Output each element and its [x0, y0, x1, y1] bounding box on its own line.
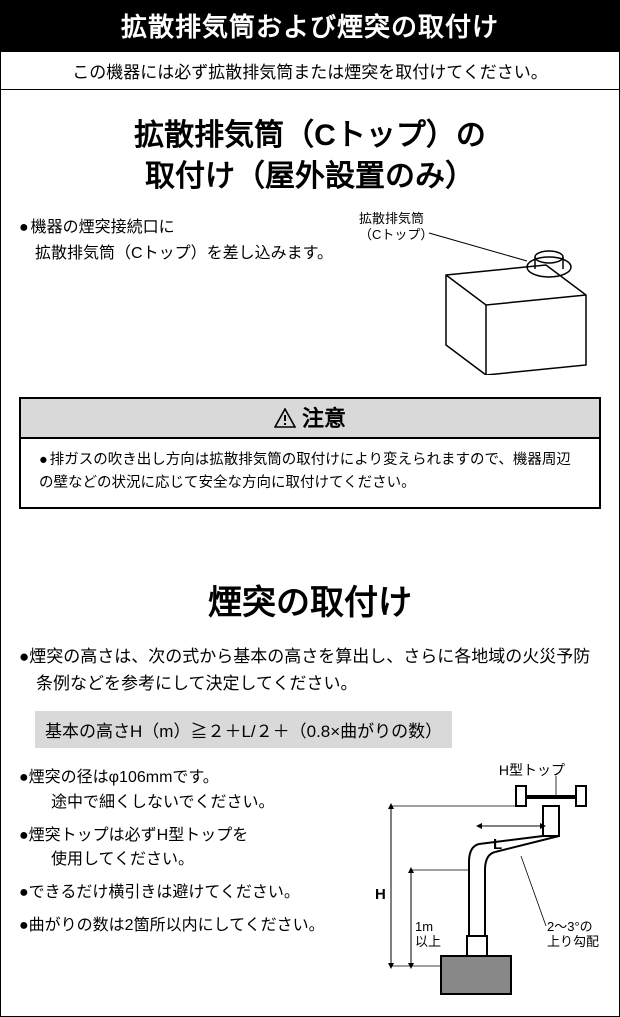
- m1-l2: 以上: [415, 934, 441, 949]
- chimney-n2-l1: 煙突トップは必ずH型トップを: [29, 827, 249, 844]
- chimney-n1-l1: 煙突の径はφ106mmです。: [29, 769, 219, 786]
- ctop-diagram: 拡散排気筒 （Cトップ）: [351, 215, 601, 375]
- caution-heading: 注意: [302, 406, 346, 431]
- L-label: L: [493, 836, 502, 853]
- chimney-n4-text: 曲がりの数は2箇所以内にしてください。: [29, 917, 325, 934]
- m1-l1: 1m: [415, 919, 433, 934]
- ctop-instr-l1: 機器の煙突接続口に: [31, 219, 175, 236]
- chimney-p1: ●煙突の高さは、次の式から基本の高さを算出し、さらに各地域の火災予防条例などを参…: [19, 644, 601, 697]
- chimney-n1-l2: 途中で細くしないでください。: [51, 794, 275, 811]
- formula-box: 基本の高さH（m）≧２＋L/２＋（0.8×曲がりの数）: [35, 711, 452, 748]
- caution-box: 注意 排ガスの吹き出し方向は拡散排気筒の取付けにより変えられますので、機器周辺の…: [19, 397, 601, 509]
- chimney-n2-l2: 使用してください。: [51, 851, 194, 868]
- H-label: H: [375, 886, 386, 903]
- bullet-icon: [39, 452, 50, 468]
- ctop-instruction: 機器の煙突接続口に 拡散排気筒（Cトップ）を差し込みます。: [19, 215, 339, 266]
- ctop-diag-label-l2: （Cトップ）: [359, 227, 433, 243]
- chimney-p1-text: 煙突の高さは、次の式から基本の高さを算出し、さらに各地域の火災予防条例などを参考…: [29, 647, 590, 692]
- bullet-icon: [19, 219, 31, 236]
- ctop-diag-label-l1: 拡散排気筒: [359, 211, 424, 226]
- warning-icon: [274, 408, 296, 428]
- page-title: 拡散排気筒および煙突の取付け: [1, 1, 619, 52]
- chimney-n4: ●曲がりの数は2箇所以内にしてください。: [19, 914, 363, 939]
- chimney-n3: ●できるだけ横引きは避けてください。: [19, 881, 363, 906]
- section-chimney-title: 煙突の取付け: [19, 575, 601, 624]
- section-ctop-title: 拡散排気筒（Cトップ）の 取付け（屋外設置のみ）: [19, 116, 601, 197]
- angle-l2: 上り勾配: [547, 934, 599, 949]
- h-top-label: H型トップ: [499, 760, 565, 780]
- angle-l1: 2〜3°の: [547, 919, 593, 934]
- caution-body-text: 排ガスの吹き出し方向は拡散排気筒の取付けにより変えられますので、機器周辺の壁など…: [39, 452, 571, 491]
- chimney-n1: ●煙突の径はφ106mmです。 途中で細くしないでください。: [19, 766, 363, 816]
- ctop-title-line1: 拡散排気筒（Cトップ）の: [134, 119, 486, 152]
- ctop-title-line2: 取付け（屋外設置のみ）: [145, 160, 475, 193]
- chimney-diagram: H型トップ H L 1m 以上 2〜3°の 上り勾配: [371, 766, 601, 996]
- ctop-instr-l2: 拡散排気筒（Cトップ）を差し込みます。: [35, 245, 333, 262]
- chimney-n2: ●煙突トップは必ずH型トップを 使用してください。: [19, 824, 363, 874]
- chimney-svg: [371, 766, 601, 996]
- page-subtitle: この機器には必ず拡散排気筒または煙突を取付けてください。: [1, 52, 619, 90]
- chimney-n3-text: できるだけ横引きは避けてください。: [29, 884, 300, 901]
